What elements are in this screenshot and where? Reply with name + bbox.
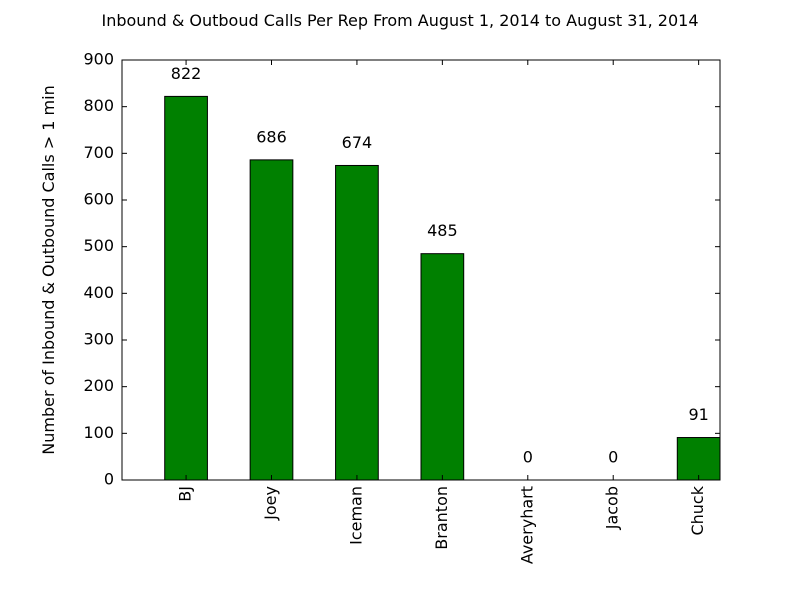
y-axis-ticks: 0 100 200 300 400 500 600 700 800 900 xyxy=(83,50,720,489)
bar-bj xyxy=(164,95,208,481)
bar-joey xyxy=(249,159,294,481)
x-tick-label-joey: Joey xyxy=(261,486,280,521)
bar-branton xyxy=(420,253,465,481)
plot-frame xyxy=(121,59,721,481)
data-labels-layer: 822 686 674 485 0 0 91 xyxy=(171,64,709,467)
x-tick-label-bj: BJ xyxy=(176,486,195,502)
bars-layer xyxy=(164,95,721,481)
data-label-averyhart: 0 xyxy=(523,448,533,467)
x-tick-label-branton: Branton xyxy=(432,486,451,550)
y-tick-label-300: 300 xyxy=(83,330,114,349)
y-tick-label-800: 800 xyxy=(83,96,114,115)
x-tick-label-jacob: Jacob xyxy=(603,486,622,530)
data-label-jacob: 0 xyxy=(608,448,618,467)
y-tick-label-400: 400 xyxy=(83,283,114,302)
chart-title: Inbound & Outboud Calls Per Rep From Aug… xyxy=(101,11,698,30)
y-tick-label-600: 600 xyxy=(83,190,114,209)
y-tick-label-500: 500 xyxy=(83,236,114,255)
y-axis-label: Number of Inbound & Outbound Calls > 1 m… xyxy=(39,85,58,454)
bar-iceman xyxy=(335,164,379,481)
data-label-iceman: 674 xyxy=(342,133,373,152)
data-label-branton: 485 xyxy=(427,221,458,240)
y-tick-label-100: 100 xyxy=(83,423,114,442)
data-label-joey: 686 xyxy=(256,127,287,146)
y-tick-label-0: 0 xyxy=(104,470,114,489)
y-tick-label-700: 700 xyxy=(83,143,114,162)
x-tick-label-iceman: Iceman xyxy=(346,486,365,545)
data-label-chuck: 91 xyxy=(688,405,708,424)
data-label-bj: 822 xyxy=(171,64,202,83)
y-tick-label-200: 200 xyxy=(83,376,114,395)
x-tick-label-chuck: Chuck xyxy=(688,485,707,535)
x-tick-label-averyhart: Averyhart xyxy=(517,486,536,564)
y-tick-label-900: 900 xyxy=(83,50,114,69)
x-axis-ticks: BJ Joey Iceman Branton Averyhart Jacob Chuck xyxy=(176,60,707,564)
bar-chuck xyxy=(676,437,721,481)
